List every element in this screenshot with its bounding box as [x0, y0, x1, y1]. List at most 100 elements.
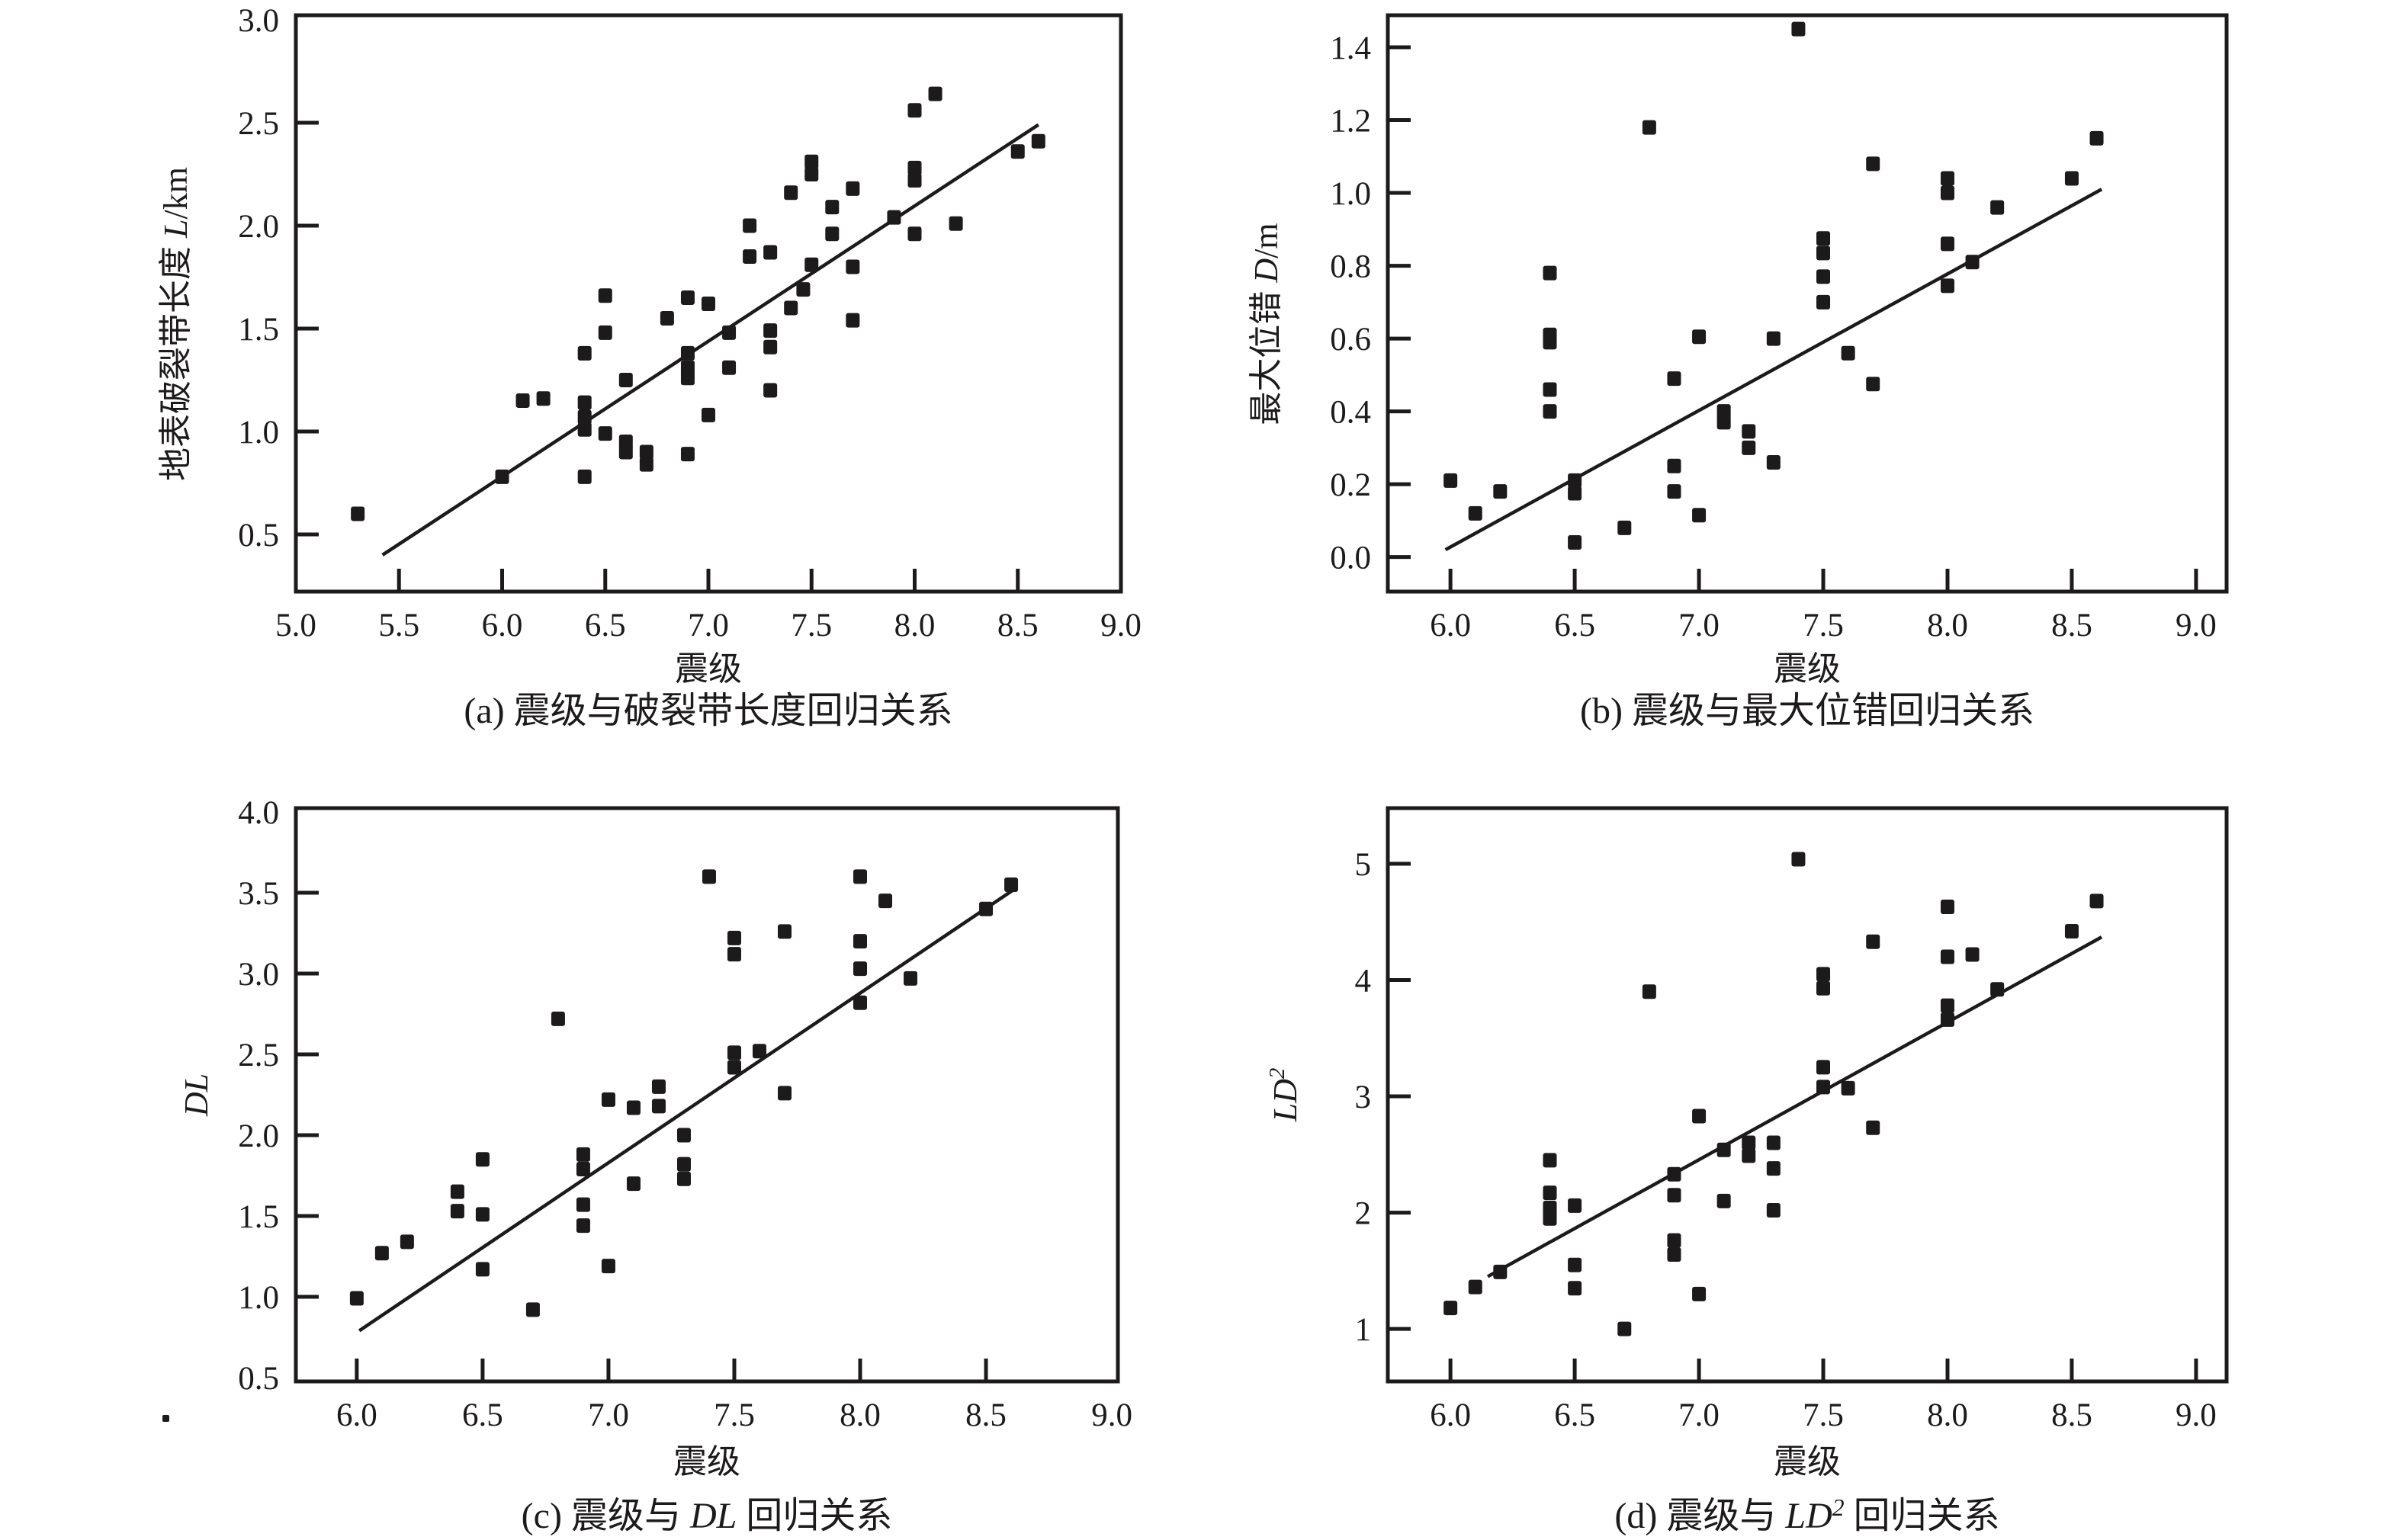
data-point — [475, 1152, 490, 1167]
data-point — [2089, 130, 2104, 146]
data-point — [1940, 949, 1954, 964]
data-point — [1568, 486, 1582, 501]
data-point — [722, 325, 737, 340]
y-axis-title: LD2 — [1265, 1068, 1304, 1123]
x-tick-label: 8.0 — [1927, 608, 1968, 643]
data-point — [618, 372, 633, 387]
data-point — [784, 300, 798, 316]
data-point — [515, 393, 530, 408]
data-point — [1816, 980, 1831, 996]
data-point — [1543, 382, 1557, 397]
x-tick-label: 6.0 — [336, 1397, 377, 1433]
data-point — [651, 1079, 666, 1094]
y-tick-label: 2.5 — [238, 1038, 279, 1073]
x-axis-title: 震级 — [1774, 1443, 1841, 1481]
x-tick-label: 5.5 — [378, 608, 419, 643]
data-point — [1940, 236, 1954, 252]
data-point — [1716, 415, 1731, 430]
panel-caption: (b) 震级与最大位错回归关系 — [1580, 691, 2034, 731]
data-point — [784, 185, 798, 201]
data-point — [777, 924, 792, 939]
data-point — [601, 1259, 615, 1274]
data-point — [1692, 1108, 1707, 1124]
data-point — [1568, 1281, 1582, 1296]
x-tick-label: 6.0 — [1430, 608, 1471, 643]
panel-caption: (c) 震级与 DL 回归关系 — [522, 1496, 893, 1536]
data-point — [651, 1099, 666, 1114]
data-point — [576, 1218, 590, 1234]
x-tick-label: 8.5 — [997, 608, 1039, 643]
x-tick-label: 7.0 — [1678, 1397, 1720, 1433]
data-point — [1543, 1153, 1557, 1168]
y-tick-label: 0.5 — [238, 518, 279, 553]
data-point — [777, 1086, 792, 1101]
regression-line — [358, 886, 1017, 1333]
x-tick-label: 8.5 — [2051, 1397, 2092, 1433]
y-tick-label: 2.5 — [238, 106, 279, 142]
data-point — [853, 934, 868, 949]
data-point — [846, 181, 860, 196]
data-point — [846, 313, 860, 328]
data-point — [1791, 21, 1806, 37]
data-point — [702, 407, 715, 422]
x-tick-label: 5.0 — [275, 608, 316, 643]
data-point — [907, 103, 922, 118]
data-point — [1940, 899, 1954, 914]
y-tick-label: 1.0 — [238, 415, 279, 451]
data-point — [2064, 924, 2079, 939]
y-tick-label: 0.0 — [1330, 541, 1371, 576]
x-tick-label: 6.5 — [462, 1397, 503, 1433]
data-point — [1742, 440, 1756, 455]
data-point — [676, 1171, 691, 1186]
data-point — [1866, 1120, 1880, 1135]
data-point — [475, 1207, 490, 1222]
data-point — [680, 345, 695, 361]
data-point — [1692, 508, 1707, 523]
data-point — [825, 226, 840, 242]
data-point — [576, 1161, 590, 1176]
x-tick-label: 7.0 — [1678, 608, 1720, 643]
data-point — [551, 1011, 565, 1026]
data-point — [1692, 1286, 1707, 1301]
data-point — [853, 961, 868, 977]
data-point — [1716, 404, 1731, 419]
data-point — [907, 226, 922, 242]
data-point — [598, 288, 612, 303]
data-point — [878, 894, 893, 909]
data-point — [1742, 1135, 1756, 1150]
x-tick-label: 9.0 — [2176, 1397, 2217, 1433]
x-tick-label: 7.5 — [791, 608, 832, 643]
data-point — [1816, 231, 1831, 246]
data-point — [1816, 294, 1831, 310]
y-tick-label: 0.4 — [1330, 395, 1371, 431]
x-tick-label: 7.5 — [1803, 1397, 1844, 1433]
y-tick-label: 1.0 — [1330, 176, 1371, 212]
data-point — [374, 1246, 389, 1261]
data-point — [349, 1291, 364, 1306]
data-point — [1443, 1301, 1458, 1316]
data-point — [1568, 535, 1582, 550]
y-tick-label: 2.0 — [238, 1118, 279, 1154]
data-point — [1816, 245, 1831, 261]
x-tick-label: 8.0 — [894, 608, 936, 643]
x-axis-title: 震级 — [673, 1443, 740, 1481]
data-point — [825, 200, 840, 215]
data-point — [727, 1045, 741, 1060]
data-point — [1010, 144, 1025, 159]
x-tick-label: 6.0 — [1430, 1397, 1471, 1433]
data-point — [727, 947, 741, 962]
x-tick-label: 7.5 — [1803, 608, 1844, 643]
y-tick-label: 0.8 — [1330, 249, 1371, 285]
data-point — [796, 282, 811, 297]
x-tick-label: 9.0 — [2176, 608, 2217, 643]
x-tick-label: 7.0 — [688, 608, 729, 643]
x-axis-title: 震级 — [1774, 650, 1841, 688]
data-point — [907, 173, 922, 188]
y-tick-label: 0.6 — [1330, 322, 1371, 358]
data-point — [1742, 424, 1756, 439]
regression-line — [381, 123, 1040, 557]
data-point — [904, 971, 918, 986]
data-point — [1543, 265, 1557, 281]
